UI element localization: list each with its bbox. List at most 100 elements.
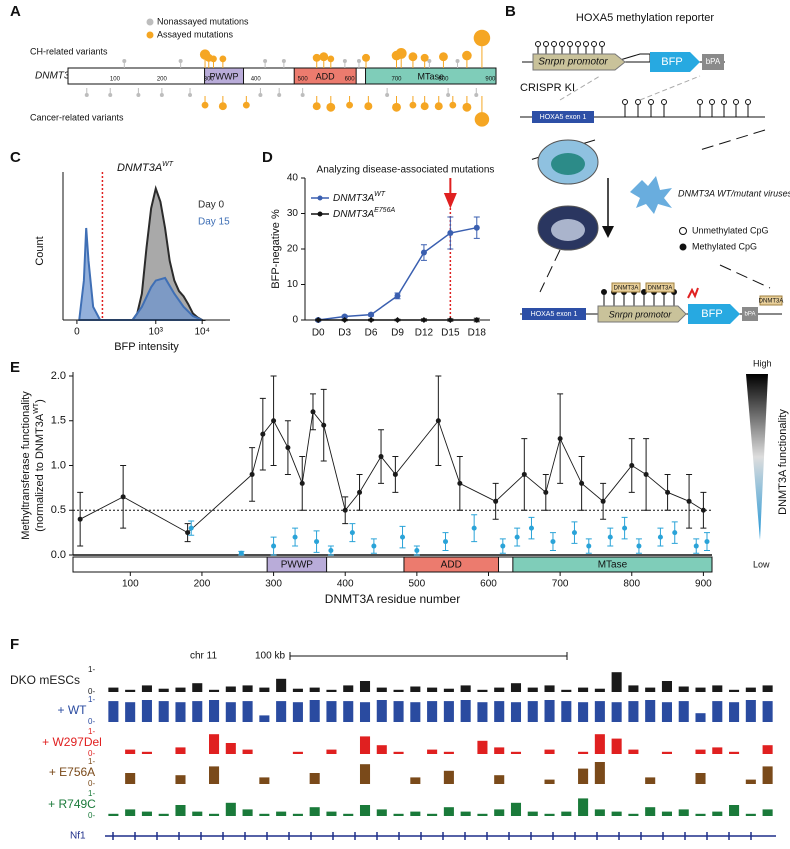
signal-bar	[326, 701, 337, 722]
highlight-arrow	[443, 178, 457, 209]
signal-bar	[712, 685, 723, 692]
lollipop-head	[277, 93, 282, 97]
signal-bar	[762, 745, 773, 754]
point	[550, 539, 556, 545]
bfp-box	[688, 304, 740, 324]
lollipop-head	[434, 102, 443, 111]
point	[368, 311, 375, 318]
point	[420, 249, 427, 256]
point	[188, 525, 194, 531]
signal-bar	[209, 700, 220, 722]
signal-bar	[175, 687, 186, 692]
point	[435, 418, 441, 424]
x-tick-label: 200	[157, 77, 168, 83]
chart-title-sup: WT	[162, 161, 174, 168]
signal-bar	[410, 686, 421, 692]
point	[600, 498, 606, 504]
track-label: + WT	[58, 703, 88, 717]
y-axis-label: BFP-negative %	[270, 209, 282, 289]
point	[457, 480, 463, 486]
signal-bar	[259, 777, 270, 784]
chart-title: Analyzing disease-associated mutations	[317, 165, 495, 176]
bfp-label: BFP	[701, 308, 722, 320]
legend-symbol	[679, 243, 687, 251]
signal-bar	[225, 802, 236, 816]
signal-bar	[292, 702, 303, 722]
y-tick-label: 30	[287, 208, 299, 219]
cpg-sites	[622, 99, 751, 117]
nucleus	[551, 219, 585, 241]
y-tick-label: 1.5	[51, 415, 66, 427]
block-mark	[687, 287, 699, 299]
lollipop-head	[356, 59, 361, 63]
signal-bar	[494, 747, 505, 754]
signal-bar	[175, 775, 186, 784]
point	[447, 230, 454, 237]
lollipop-head	[312, 102, 321, 111]
point	[586, 543, 592, 549]
point	[342, 507, 348, 513]
signal-bar	[427, 687, 438, 692]
signal-bar	[578, 687, 589, 692]
signal-bar	[578, 798, 589, 816]
exon-box	[522, 308, 586, 320]
track-tick: 0-	[88, 717, 95, 726]
lollipop-head	[326, 102, 336, 112]
point	[443, 539, 449, 545]
signal-bar	[544, 779, 555, 784]
track-tick: 1-	[88, 757, 95, 766]
x-tick-label: 300	[265, 579, 282, 590]
signal-bar	[242, 809, 253, 816]
panel-label: B	[505, 3, 516, 20]
protein-box	[759, 295, 783, 306]
domain	[293, 67, 357, 85]
signal-bar	[125, 702, 136, 722]
signal-bar	[125, 689, 136, 692]
signal-bar	[477, 740, 488, 754]
exon-box	[532, 111, 594, 123]
signal-bar	[443, 688, 454, 692]
gene-label: Nf1	[70, 831, 86, 842]
signal-bar	[209, 734, 220, 754]
series-line	[318, 226, 477, 321]
point	[543, 489, 549, 495]
domain	[266, 556, 328, 573]
signal-bar	[645, 777, 656, 784]
lollipop-head	[449, 101, 457, 109]
signal-bar	[158, 813, 169, 816]
signal-bar	[712, 811, 723, 816]
point	[321, 422, 327, 428]
signal-bar	[494, 775, 505, 784]
lollipop-head	[364, 102, 373, 111]
x-tick-label: 800	[438, 77, 449, 83]
x-tick-label: 400	[251, 77, 262, 83]
point	[394, 292, 401, 299]
protein-label: DNMT3A	[759, 299, 784, 305]
signal-bar	[125, 809, 136, 816]
signal-bar	[544, 813, 555, 816]
legend-label: Nonassayed mutations	[157, 16, 249, 26]
bfp-box	[650, 52, 700, 72]
lollipop-head	[319, 52, 329, 62]
signal-bar	[309, 773, 320, 784]
point	[314, 539, 320, 545]
zoom-line	[539, 249, 771, 293]
promoter-label: Snrpn promotor	[538, 57, 608, 68]
signal-bar	[175, 702, 186, 722]
y-tick-label: 10	[287, 279, 299, 290]
point	[521, 471, 527, 477]
signal-bar	[561, 689, 572, 692]
signal-bar	[192, 701, 203, 722]
x-tick-label: 800	[623, 579, 640, 590]
signal-bar	[695, 813, 706, 816]
domain-label: PWWP	[210, 71, 239, 81]
series-line	[79, 410, 704, 534]
signal-bar	[460, 700, 471, 722]
point	[704, 539, 710, 545]
signal-bar	[141, 811, 152, 816]
point	[394, 317, 401, 323]
signal-bar	[544, 700, 555, 722]
y-axis-label: Count	[34, 236, 46, 265]
track-tick: 0-	[88, 811, 95, 820]
lollipop-head	[427, 59, 432, 63]
